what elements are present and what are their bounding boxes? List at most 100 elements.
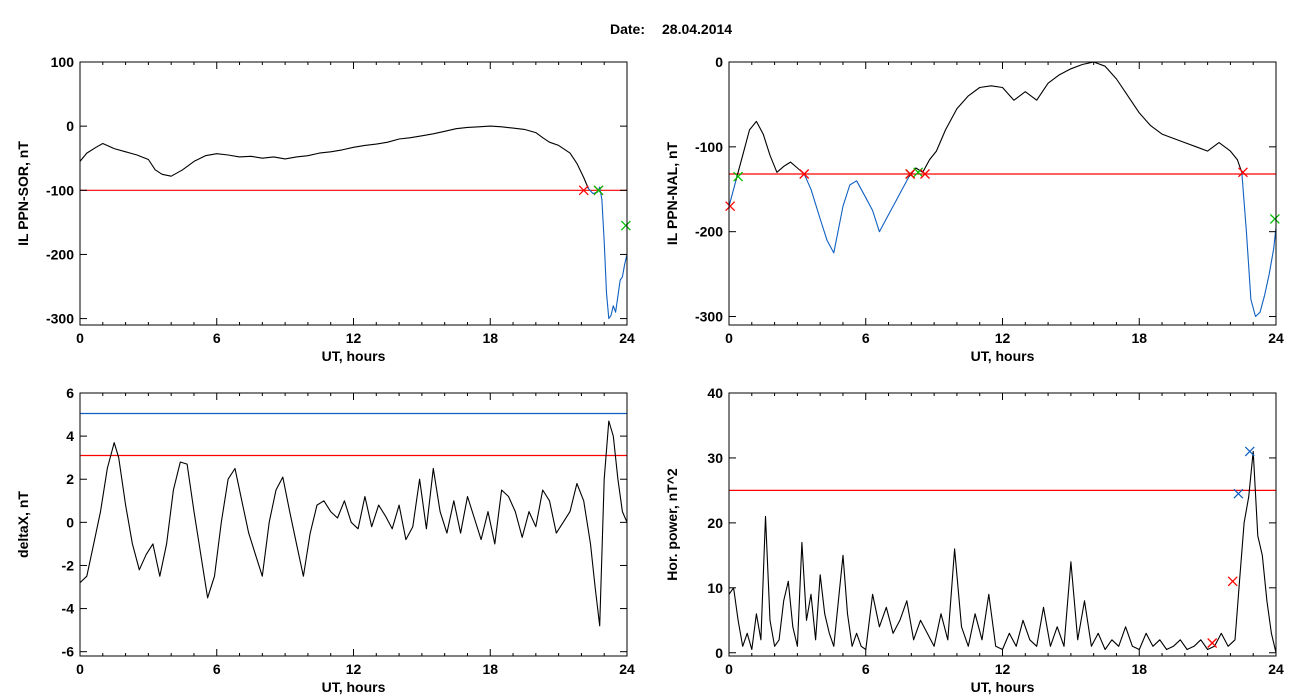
chart-2-series-group bbox=[80, 420, 627, 627]
chart-1-xtick-label-1: 6 bbox=[862, 330, 870, 346]
chart-2-xtick-label-2: 12 bbox=[346, 661, 362, 677]
chart-3-marker-1 bbox=[1227, 576, 1238, 587]
chart-1-series-line-3 bbox=[1241, 172, 1276, 318]
date-value: 28.04.2014 bbox=[662, 21, 732, 37]
chart-1-ytick-label-1: -200 bbox=[695, 224, 723, 240]
chart-3-ytick-label-0: 0 bbox=[715, 645, 723, 661]
chart-1-marker-8 bbox=[1269, 213, 1280, 224]
chart-3-xtick-label-4: 24 bbox=[1268, 661, 1284, 677]
chart-2-xtick-label-4: 24 bbox=[619, 661, 635, 677]
chart-1-plot-frame bbox=[728, 61, 1277, 326]
chart-0-series-group bbox=[80, 125, 627, 320]
chart-3-x-axis-label: UT, hours bbox=[971, 679, 1035, 695]
chart-3-ytick-label-1: 10 bbox=[707, 580, 723, 596]
chart-1-xtick-label-0: 0 bbox=[725, 330, 733, 346]
chart-2-ytick-label-5: 4 bbox=[66, 428, 74, 444]
chart-3-ytick-label-4: 40 bbox=[707, 385, 723, 401]
panel-hor-power: 0 6 12 18 24 0 10 20 30 40 UT, hours Hor. power, nT… bbox=[664, 385, 1284, 695]
chart-1-marker-0 bbox=[725, 201, 736, 212]
chart-3-plot-frame bbox=[728, 392, 1277, 657]
chart-0-series-line-1 bbox=[587, 186, 627, 320]
chart-0-xtick-label-0: 0 bbox=[76, 330, 84, 346]
chart-0-xtick-label-3: 18 bbox=[482, 330, 498, 346]
chart-3-series-line-0 bbox=[729, 450, 1276, 653]
chart-3-ytick-label-3: 30 bbox=[707, 450, 723, 466]
chart-3-xtick-label-1: 6 bbox=[862, 661, 870, 677]
chart-3-xtick-label-0: 0 bbox=[725, 661, 733, 677]
chart-3-marker-3 bbox=[1244, 446, 1255, 457]
chart-0-x-axis-label: UT, hours bbox=[322, 348, 386, 364]
chart-0-marker-2-b bbox=[593, 185, 604, 196]
chart-2-series-line-0 bbox=[80, 420, 627, 627]
chart-0-marker-2 bbox=[593, 185, 604, 196]
chart-3-marker-2 bbox=[1233, 488, 1244, 499]
chart-0-ytick-label-0: -300 bbox=[46, 311, 74, 327]
chart-1-ytick-label-0: -300 bbox=[695, 309, 723, 325]
chart-1-xtick-label-4: 24 bbox=[1268, 330, 1284, 346]
chart-1-series-group bbox=[729, 62, 1276, 318]
chart-2-ytick-label-3: 0 bbox=[66, 514, 74, 530]
date-label: Date: bbox=[610, 21, 645, 37]
chart-1-marker-7 bbox=[1237, 167, 1248, 178]
chart-0-ytick-label-3: 0 bbox=[66, 118, 74, 134]
chart-0-xtick-label-2: 12 bbox=[346, 330, 362, 346]
chart-0-plot-frame bbox=[79, 61, 628, 326]
chart-3-marker-0 bbox=[1207, 638, 1218, 648]
chart-0-xtick-label-1: 6 bbox=[213, 330, 221, 346]
chart-0-ytick-label-2: -100 bbox=[46, 182, 74, 198]
chart-2-xtick-label-0: 0 bbox=[76, 661, 84, 677]
chart-3-xtick-label-3: 18 bbox=[1131, 661, 1147, 677]
panel-il-ppn-sor: 0 6 12 18 24 -300 -200 -100 0 100 UT, hours IL PPN-… bbox=[15, 54, 635, 364]
chart-1-marker-6 bbox=[920, 169, 930, 179]
chart-1-xtick-label-2: 12 bbox=[995, 330, 1011, 346]
chart-1-xtick-label-3: 18 bbox=[1131, 330, 1147, 346]
chart-1-marker-8-b bbox=[1269, 213, 1280, 224]
chart-2-y-axis-label: deltaX, nT bbox=[15, 491, 31, 558]
chart-0-xtick-label-4: 24 bbox=[619, 330, 635, 346]
chart-2-ytick-label-2: -2 bbox=[62, 557, 75, 573]
chart-1-y-axis-label: IL PPN-NAL, nT bbox=[664, 141, 680, 245]
chart-2-ytick-label-0: -6 bbox=[62, 644, 75, 660]
chart-3-series-group bbox=[729, 450, 1276, 653]
chart-1-ytick-label-3: 0 bbox=[715, 54, 723, 70]
chart-2-xtick-label-3: 18 bbox=[482, 661, 498, 677]
chart-1-marker-4-b bbox=[905, 169, 916, 179]
chart-0-marker-0 bbox=[578, 185, 589, 196]
chart-0-marker-3 bbox=[620, 220, 631, 231]
chart-1-marker-6-b bbox=[920, 169, 930, 179]
chart-0-series-line-0 bbox=[80, 125, 589, 189]
chart-2-x-axis-label: UT, hours bbox=[322, 679, 386, 695]
chart-1-series-line-1 bbox=[803, 173, 910, 254]
panel-il-ppn-nal: 0 6 12 18 24 -300 -200 -100 0 UT, hours IL PPN-NAL… bbox=[664, 54, 1284, 364]
chart-3-marker-0-b bbox=[1207, 638, 1218, 648]
chart-1-marker-1 bbox=[733, 171, 744, 182]
chart-0-ytick-label-4: 100 bbox=[51, 54, 75, 70]
chart-0-marker-3-b bbox=[620, 220, 631, 231]
chart-1-marker-7-b bbox=[1237, 167, 1248, 178]
chart-1-marker-1-b bbox=[733, 171, 744, 182]
chart-1-series-line-4 bbox=[729, 180, 737, 207]
chart-2-ytick-label-1: -4 bbox=[62, 601, 75, 617]
chart-1-marker-0-b bbox=[725, 201, 736, 212]
chart-2-ytick-label-4: 2 bbox=[66, 471, 74, 487]
chart-2-xtick-label-1: 6 bbox=[213, 661, 221, 677]
chart-1-marker-2 bbox=[799, 169, 810, 179]
chart-2-ytick-label-6: 6 bbox=[66, 385, 74, 401]
chart-3-marker-2-b bbox=[1233, 488, 1244, 499]
chart-1-series-line-0 bbox=[735, 120, 805, 181]
chart-1-x-axis-label: UT, hours bbox=[971, 348, 1035, 364]
chart-0-ytick-label-1: -200 bbox=[46, 246, 74, 262]
chart-1-series-line-2 bbox=[908, 62, 1243, 177]
chart-1-marker-2-b bbox=[799, 169, 810, 179]
chart-3-ytick-label-2: 20 bbox=[707, 515, 723, 531]
chart-1-ytick-label-2: -100 bbox=[695, 139, 723, 155]
chart-3-xtick-label-2: 12 bbox=[995, 661, 1011, 677]
chart-0-marker-0-b bbox=[578, 185, 589, 196]
chart-3-marker-3-b bbox=[1244, 446, 1255, 457]
chart-3-marker-1-b bbox=[1227, 576, 1238, 587]
chart-3-y-axis-label: Hor. power, nT^2 bbox=[664, 468, 680, 581]
chart-1-marker-4 bbox=[905, 169, 916, 179]
chart-0-y-axis-label: IL PPN-SOR, nT bbox=[15, 141, 31, 246]
